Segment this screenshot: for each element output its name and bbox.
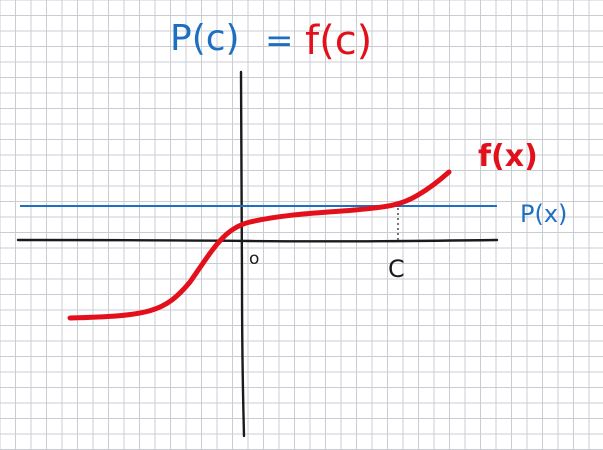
title-p-of-c: P(c) <box>170 18 240 59</box>
f-curve <box>67 169 452 321</box>
origin-label: o <box>249 249 259 269</box>
c-label: C <box>388 255 405 283</box>
y-axis <box>239 70 246 438</box>
f-curve-label: f(x) <box>478 139 538 174</box>
title-f-of-c: f(c) <box>305 18 372 64</box>
title-equals: = <box>265 21 294 61</box>
p-line-label: P(x) <box>520 200 567 228</box>
x-axis <box>16 238 499 243</box>
